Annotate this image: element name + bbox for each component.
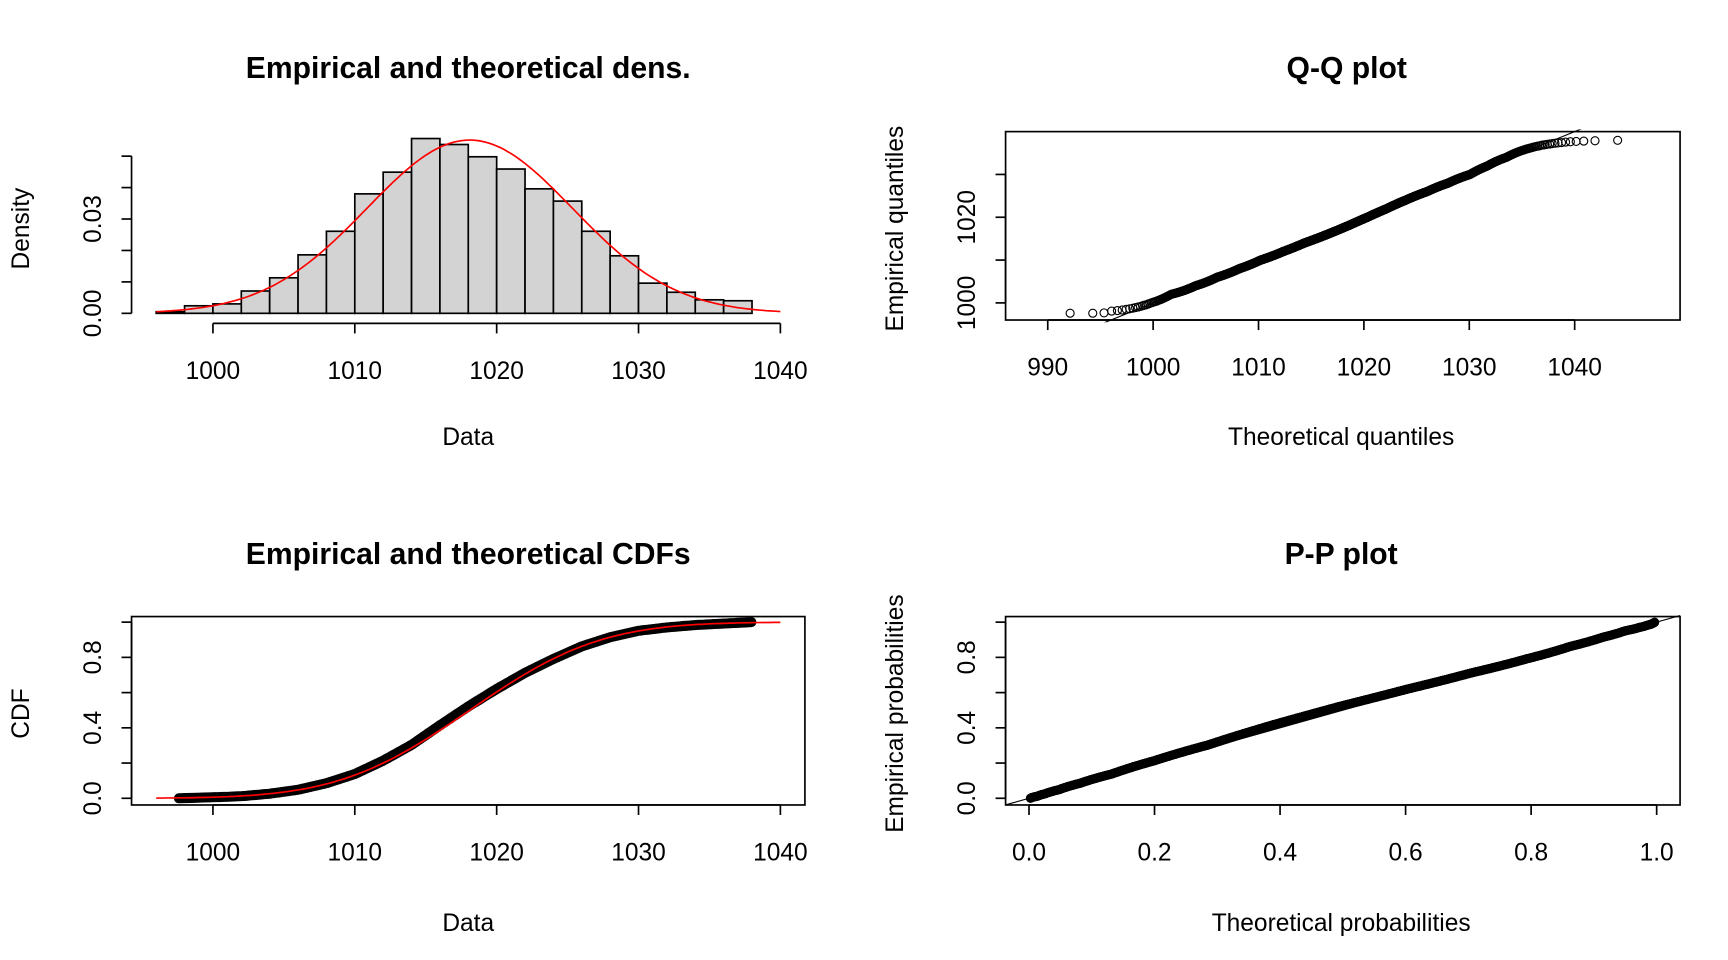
qq-point — [1547, 138, 1557, 149]
qq-point — [1550, 138, 1560, 148]
x-tick-label: 1000 — [186, 840, 241, 867]
x-tick-label: 1010 — [1231, 355, 1286, 382]
y-tick-label: 0.03 — [80, 195, 107, 243]
qq-point — [1590, 136, 1600, 146]
qq-point — [1571, 136, 1581, 146]
y-tick-label: 1020 — [954, 190, 981, 245]
x-tick-label: 1010 — [328, 358, 383, 385]
qq-point — [1613, 135, 1623, 145]
pp-panel: P-P plot Theoretical probabilities Empiric… — [882, 538, 1681, 937]
histogram-bar — [524, 187, 555, 315]
qq-points — [1065, 129, 1623, 323]
histogram-bar — [637, 282, 668, 315]
y-axis-label: CDF — [8, 688, 35, 738]
x-axis-label: Theoretical probabilities — [1212, 910, 1471, 937]
x-axis-label: Data — [442, 424, 494, 451]
pp-points — [1005, 614, 1681, 806]
cdf-panel: Empirical and theoretical CDFs Data CDF 100… — [8, 538, 808, 937]
y-axis-label: Density — [8, 187, 35, 269]
qq-point — [1121, 304, 1131, 314]
qq-point — [1088, 308, 1098, 318]
x-tick-label: 0.0 — [1012, 840, 1046, 867]
empirical-cdf-points — [173, 617, 757, 804]
qq-point — [1579, 136, 1589, 146]
x-tick-label: 990 — [1027, 355, 1068, 382]
y-tick-label: 0.4 — [954, 711, 981, 745]
qq-point — [1065, 308, 1075, 318]
y-tick-label: 0.4 — [80, 711, 107, 745]
histogram-bar — [353, 193, 385, 315]
x-tick-label: 1030 — [611, 358, 666, 385]
histogram-bar — [495, 168, 526, 315]
x-tick-label: 0.8 — [1514, 840, 1548, 867]
chart-title: P-P plot — [1285, 538, 1398, 571]
x-tick-label: 1020 — [469, 358, 524, 385]
y-tick-label: 0.8 — [954, 640, 981, 674]
x-tick-label: 1000 — [186, 358, 241, 385]
histogram-bar — [580, 230, 611, 315]
x-tick-label: 1030 — [611, 840, 666, 867]
histogram-bar — [439, 143, 470, 315]
y-tick-label: 0.0 — [80, 781, 107, 815]
y-tick-label: 0.8 — [80, 640, 107, 674]
histogram-bar — [410, 137, 441, 315]
x-tick-label: 1000 — [1126, 355, 1181, 382]
y-tick-label: 0.00 — [80, 289, 107, 337]
x-tick-label: 1040 — [753, 358, 808, 385]
x-tick-label: 0.4 — [1263, 840, 1297, 867]
qq-point — [1565, 137, 1575, 147]
x-tick-label: 1010 — [328, 840, 383, 867]
qq-point — [1125, 304, 1135, 314]
chart-title: Empirical and theoretical dens. — [246, 52, 691, 85]
x-tick-label: 1020 — [1337, 355, 1392, 382]
x-tick-label: 1030 — [1442, 355, 1497, 382]
plot-frame — [1004, 615, 1681, 806]
qq-point — [1107, 306, 1117, 316]
histogram-panel: Empirical and theoretical dens. Data Densi… — [8, 52, 808, 451]
histogram-bar — [552, 200, 583, 315]
x-tick-label: 0.6 — [1389, 840, 1423, 867]
y-axis-label: Empirical probabilities — [882, 594, 909, 832]
histogram-bar — [382, 171, 413, 315]
plot-frame — [1004, 130, 1681, 321]
y-tick-label: 0.0 — [954, 781, 981, 815]
histogram-bar — [297, 254, 328, 315]
x-tick-label: 0.2 — [1137, 840, 1171, 867]
x-tick-label: 1020 — [469, 840, 524, 867]
qq-point — [1099, 308, 1109, 318]
theoretical-density-curve — [156, 139, 781, 313]
chart-title: Empirical and theoretical CDFs — [246, 538, 691, 571]
histogram-bar — [268, 276, 299, 315]
histogram-bar — [467, 155, 498, 315]
pp-point — [1650, 617, 1660, 627]
x-axis-label: Theoretical quantiles — [1228, 424, 1454, 451]
qq-point — [1112, 305, 1122, 316]
theoretical-cdf-curve — [156, 621, 781, 799]
histogram-bar — [666, 291, 697, 315]
y-tick-label: 1000 — [954, 276, 981, 331]
y-axis-label: Empirical quantiles — [882, 126, 909, 332]
plot-frame — [130, 615, 806, 806]
qq-point — [1556, 137, 1567, 148]
qq-panel: Q-Q plot Theoretical quantiles Empirical q… — [882, 52, 1681, 451]
chart-title: Q-Q plot — [1287, 52, 1407, 85]
qq-point — [1560, 137, 1571, 147]
x-tick-label: 1.0 — [1640, 840, 1674, 867]
x-tick-label: 1040 — [753, 840, 808, 867]
x-axis-label: Data — [442, 910, 494, 937]
x-tick-label: 1040 — [1547, 355, 1602, 382]
cdf-series — [156, 617, 781, 804]
